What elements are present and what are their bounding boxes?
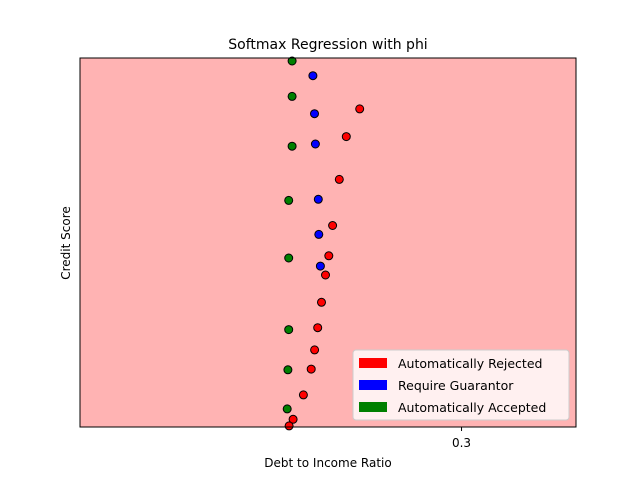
point-automatically-rejected-9	[306, 364, 316, 374]
point-automatically-accepted-4	[284, 253, 294, 263]
legend-swatch-guarantor	[359, 380, 387, 390]
x-axis-ticks: 0.3	[452, 427, 471, 450]
y-axis-label: Credit Score	[59, 206, 73, 280]
point-automatically-rejected-2	[334, 174, 344, 184]
legend-swatch-rejected	[359, 358, 387, 368]
point-automatically-rejected-5	[321, 270, 330, 280]
x-axis-label: Debt to Income Ratio	[264, 456, 391, 470]
plot-frame	[79, 57, 577, 428]
point-automatically-rejected-10	[298, 390, 308, 400]
legend: Automatically Rejected Require Guarantor…	[352, 349, 570, 421]
point-automatically-rejected-4	[324, 251, 334, 261]
point-require-guarantor-1	[310, 109, 319, 119]
chart-title: Softmax Regression with phi	[228, 37, 427, 53]
point-automatically-rejected-11	[288, 414, 298, 424]
legend-label-guarantor: Require Guarantor	[398, 378, 514, 393]
point-automatically-accepted-0	[287, 56, 297, 66]
point-automatically-accepted-1	[287, 91, 297, 101]
points-layer	[282, 56, 365, 431]
point-automatically-accepted-2	[287, 141, 297, 151]
legend-label-accepted: Automatically Accepted	[398, 400, 546, 415]
point-automatically-rejected-12	[284, 421, 294, 431]
point-automatically-accepted-3	[284, 195, 294, 205]
point-require-guarantor-4	[314, 229, 324, 239]
point-automatically-rejected-3	[328, 221, 338, 230]
legend-box	[352, 349, 570, 421]
legend-swatch-accepted	[359, 402, 387, 412]
point-automatically-rejected-7	[313, 323, 323, 333]
point-require-guarantor-2	[310, 139, 320, 149]
point-automatically-rejected-8	[310, 345, 320, 355]
point-require-guarantor-3	[313, 194, 323, 204]
point-automatically-accepted-6	[283, 365, 293, 375]
point-require-guarantor-5	[315, 261, 325, 271]
x-tick-label: 0.3	[452, 436, 471, 450]
legend-label-rejected: Automatically Rejected	[398, 356, 542, 371]
point-automatically-rejected-6	[317, 297, 326, 307]
point-automatically-rejected-0	[355, 104, 365, 114]
point-require-guarantor-0	[308, 71, 318, 81]
point-automatically-accepted-7	[282, 404, 292, 414]
point-automatically-accepted-5	[284, 325, 294, 335]
point-automatically-rejected-1	[341, 132, 351, 142]
